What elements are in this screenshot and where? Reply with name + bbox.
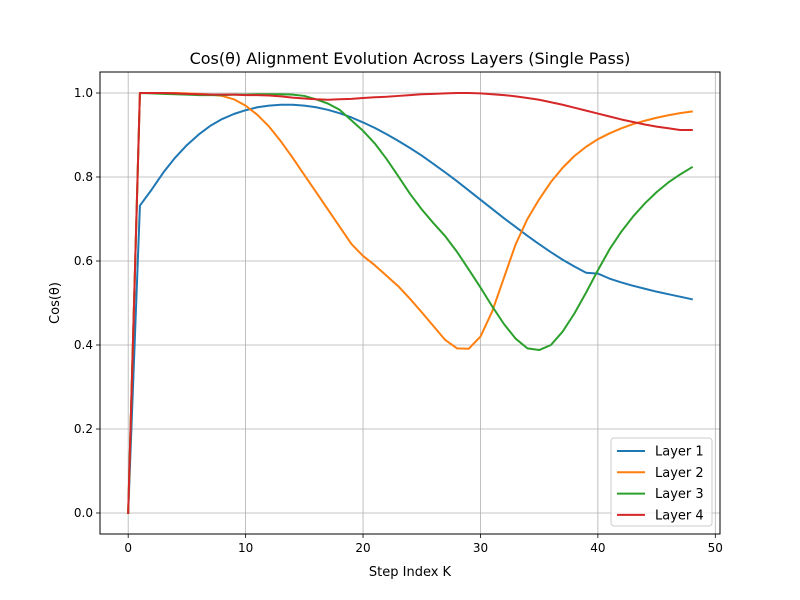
x-tick-label: 0 xyxy=(124,541,132,555)
ticks: 0 10 20 30 40 50 0.0 0.2 0.4 0.6 0.8 1.0 xyxy=(74,86,723,555)
legend-label-layer-1: Layer 1 xyxy=(655,445,704,460)
x-tick-label: 50 xyxy=(708,541,723,555)
x-tick-label: 30 xyxy=(473,541,488,555)
plot-frame xyxy=(99,71,721,535)
y-tick-label: 0.6 xyxy=(74,254,93,268)
x-axis-label: Step Index K xyxy=(369,565,452,580)
series-line-layer-4 xyxy=(127,92,693,515)
legend-label-layer-4: Layer 4 xyxy=(655,508,704,523)
y-tick-label: 1.0 xyxy=(74,86,93,100)
x-tick-label: 20 xyxy=(355,541,370,555)
y-tick-label: 0.4 xyxy=(74,338,93,352)
x-tick-label: 10 xyxy=(238,541,253,555)
series-line-layer-3 xyxy=(127,92,694,515)
chart-title: Cos(θ) Alignment Evolution Across Layers… xyxy=(190,49,631,68)
legend-box xyxy=(610,437,713,527)
grid xyxy=(100,72,720,534)
x-tick-label: 40 xyxy=(590,541,605,555)
series-line-layer-1 xyxy=(127,103,694,515)
y-tick-label: 0.2 xyxy=(74,422,93,436)
series-group xyxy=(127,92,694,515)
y-axis-label: Cos(θ) xyxy=(48,282,63,324)
legend-label-layer-2: Layer 2 xyxy=(655,466,704,481)
legend-label-layer-3: Layer 3 xyxy=(655,487,704,502)
y-tick-label: 0.0 xyxy=(74,506,93,520)
y-tick-label: 0.8 xyxy=(74,170,93,184)
legend: Layer 1 Layer 2 Layer 3 Layer 4 xyxy=(610,437,713,527)
series-line-layer-2 xyxy=(127,92,693,515)
